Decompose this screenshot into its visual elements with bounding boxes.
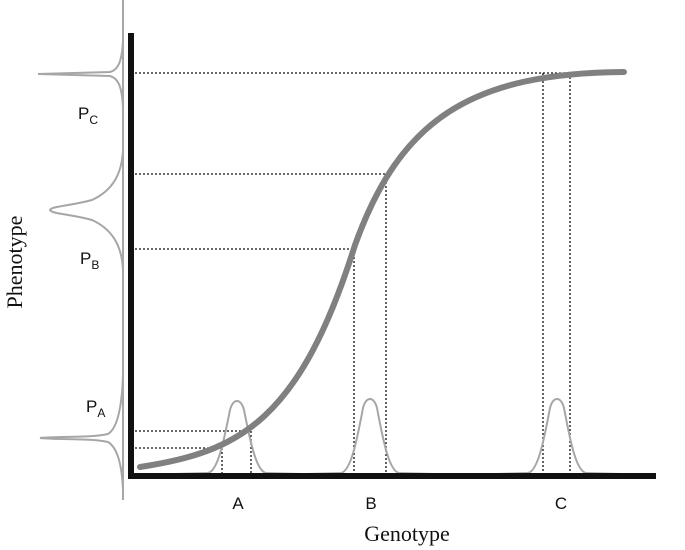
genotype-label-a: A [232,494,244,513]
x-axis-title: Genotype [364,521,450,546]
y-axis-title: Phenotype [2,216,27,309]
axes [128,33,656,479]
genotype-distribution-c [495,398,621,475]
phenotype-label-pc: PC [78,104,98,127]
phenotype-distribution-pc [37,39,124,109]
phenotype-distribution-pa [39,374,124,491]
genotype-label-c: C [555,494,567,513]
genotype-distributions [174,398,621,475]
genotype-distribution-a [174,400,301,475]
phenotype-distributions [37,0,124,500]
phenotype-label-pa: PA [86,397,105,420]
genotype-label-b: B [365,494,376,513]
phenotype-distribution-pb [48,149,124,271]
genotype-distribution-b [307,398,434,475]
guide-lines [131,72,571,474]
phenotype-label-pb: PB [80,249,99,272]
genotype-phenotype-curve [137,69,627,470]
